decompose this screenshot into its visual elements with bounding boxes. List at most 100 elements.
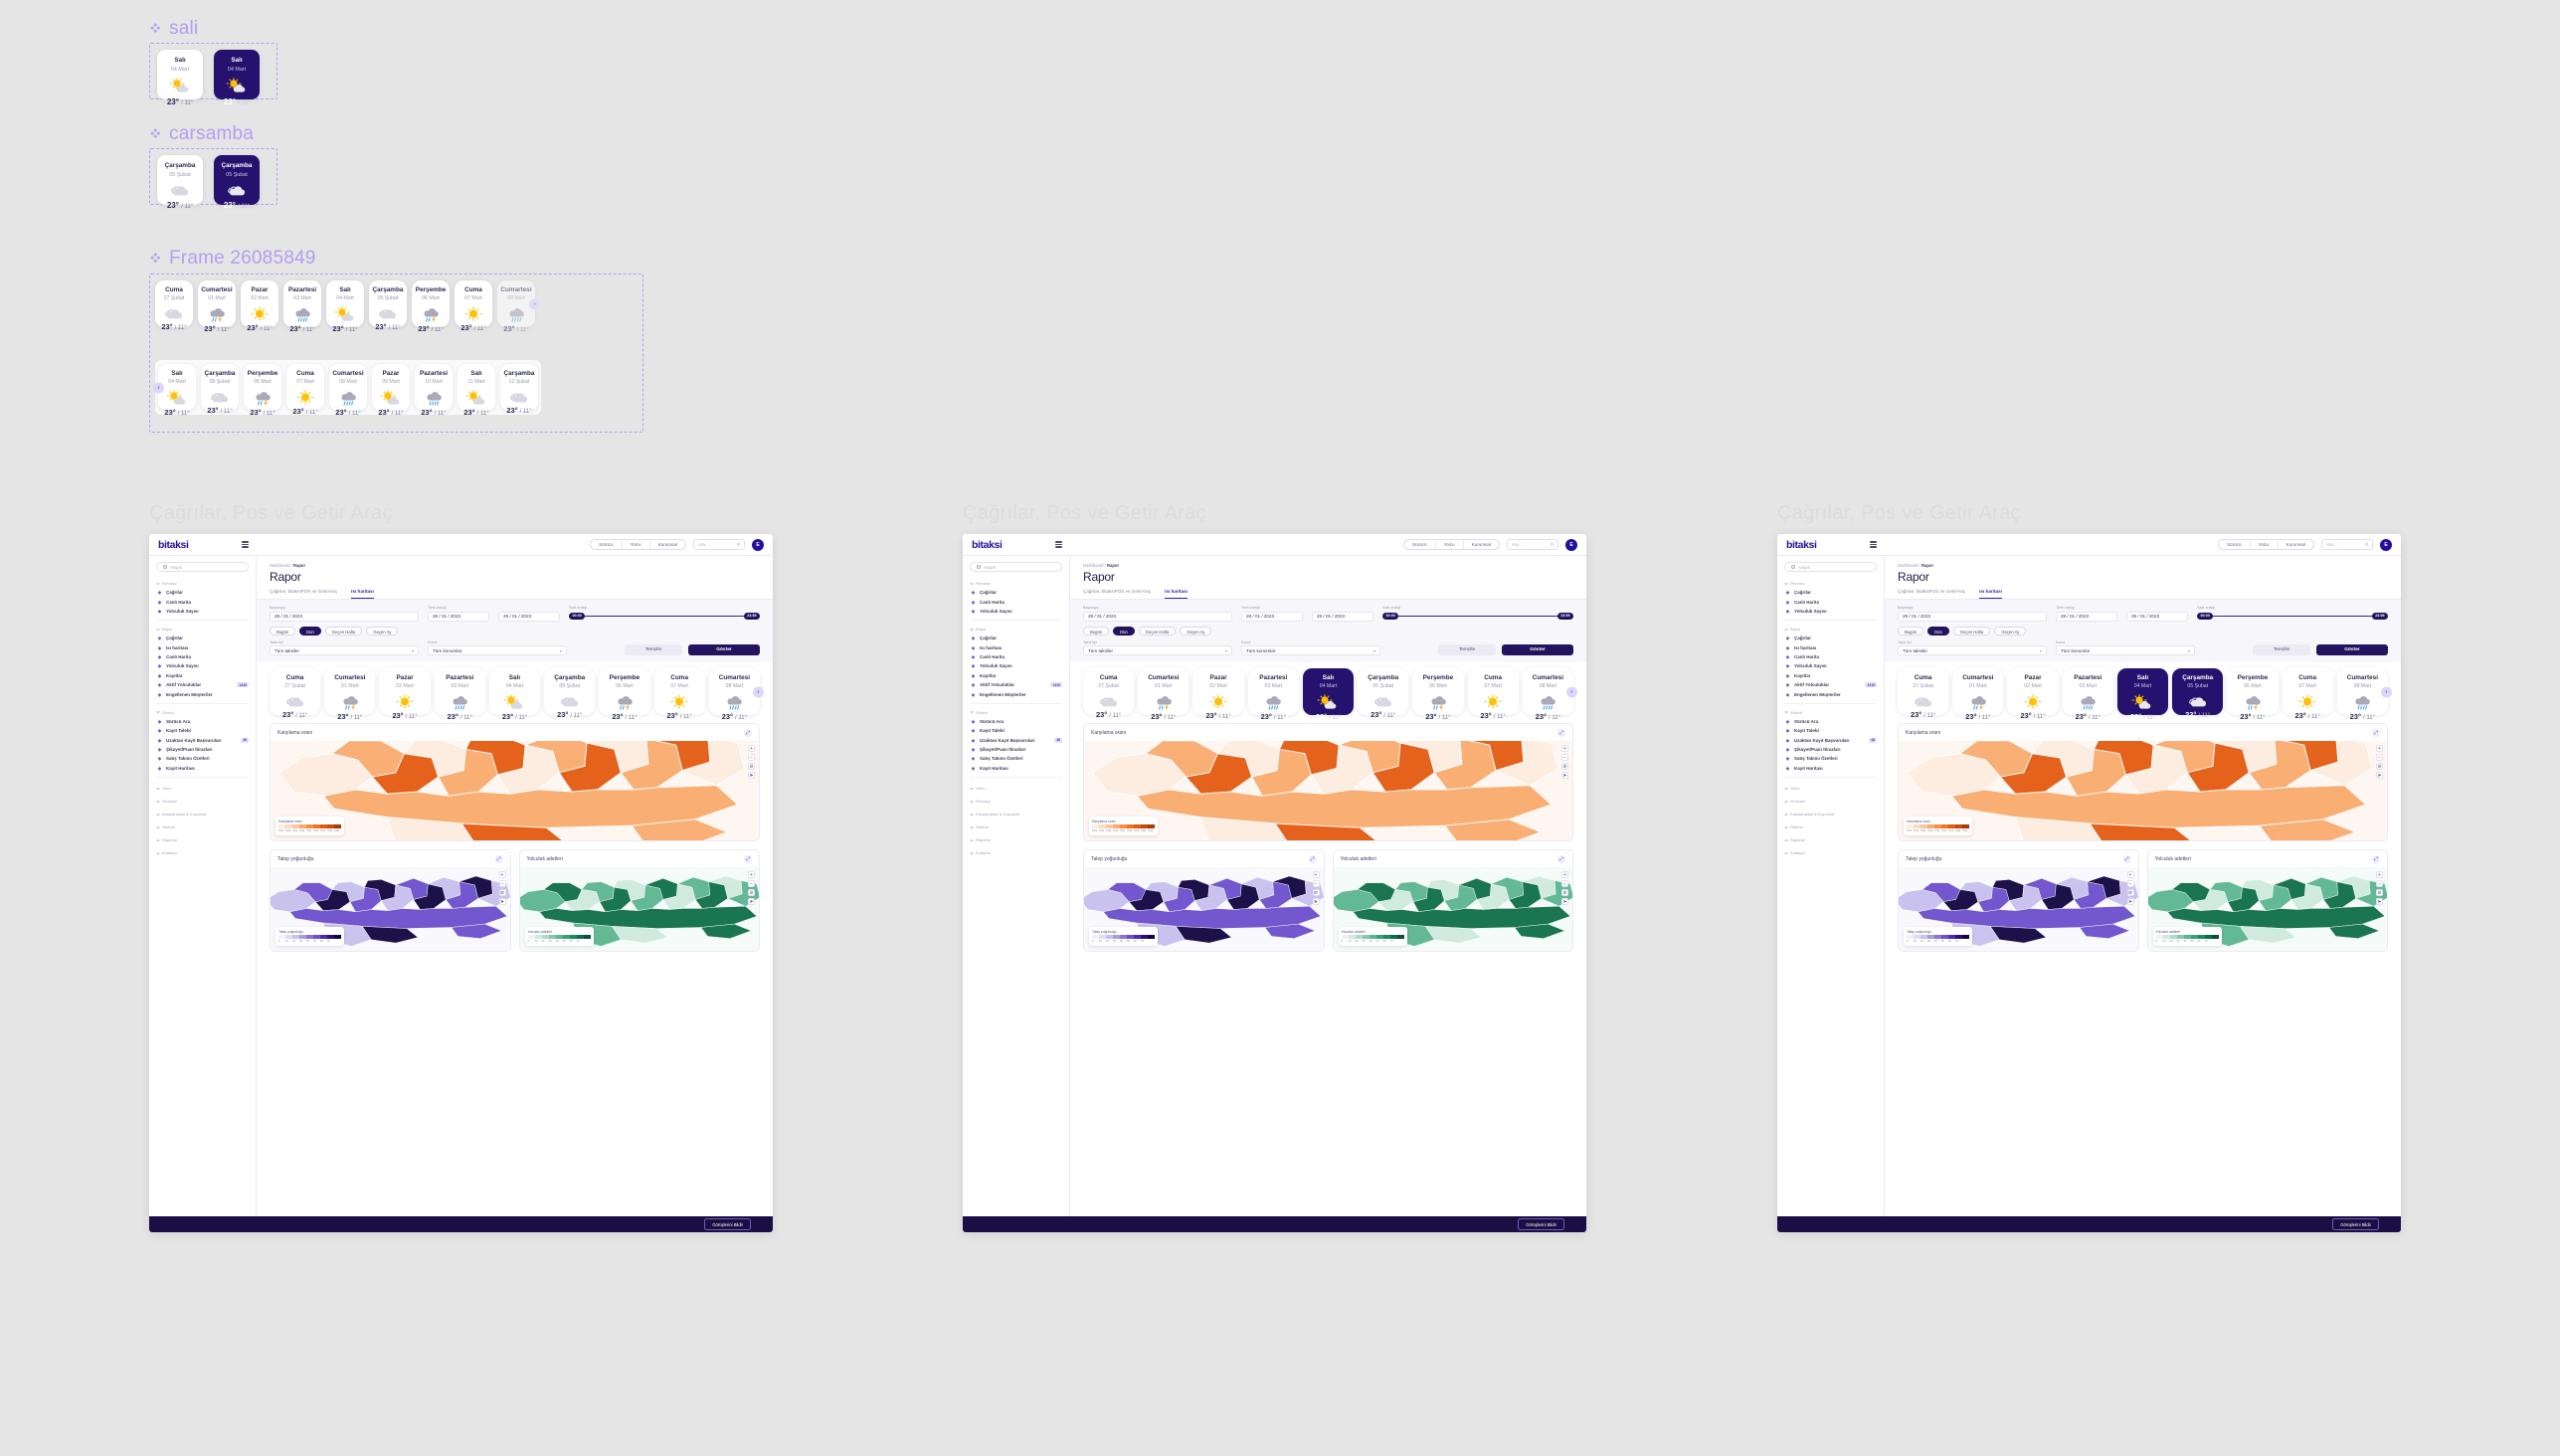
sidebar-group--deme[interactable]: Ödeme (963, 820, 1069, 833)
expand-icon[interactable]: ⤢ (1308, 855, 1317, 863)
sidebar-item--a-r-lar[interactable]: ◆ Çağrılar (1777, 634, 1884, 642)
zoom-in-button[interactable]: + (1561, 745, 1568, 752)
weather-card[interactable]: Salı 11 Mart 23° / 11° (457, 364, 495, 417)
zoom-out-button[interactable]: − (498, 880, 506, 887)
sidebar-group-0[interactable]: Firmanız (963, 579, 1069, 588)
weather-card[interactable]: Çarşamba 05 Şubat 23° / 11° (544, 668, 596, 719)
sidebar-group-0[interactable]: Firmanız (1777, 579, 1884, 588)
weather-card[interactable]: Cumartesi 01 Mart 23° / 11° (1138, 668, 1189, 721)
weather-card[interactable]: Perşembe 06 Mart 23° / 11° (412, 280, 450, 333)
time-range-slider[interactable]: 00:00 23:59 (2197, 612, 2388, 622)
sidebar-group-kampanyalar-duyurular[interactable]: Kampanyalar & Duyurular (149, 808, 256, 820)
weather-card[interactable]: Cuma 07 Mart 23° / 11° (455, 280, 492, 332)
region-select[interactable]: Tüm konumlar ▾ (1241, 645, 1380, 655)
map-talep[interactable]: + − ⊘ ➤ Talep yoğunluğu 0 10 20 30 40 50 60 70 (271, 867, 510, 951)
sidebar-search[interactable]: Arayın (156, 562, 249, 572)
sidebar-item--a-r-lar[interactable]: ◆ Çağrılar (963, 588, 1069, 597)
sidebar-item-canl-harita[interactable]: ◆ Canlı Harita (963, 652, 1069, 661)
end-date-input[interactable]: 28 / 01 / 2023 (1241, 611, 1303, 622)
locate-button[interactable]: ➤ (498, 898, 506, 905)
weather-card[interactable]: Perşembe 06 Mart 23° / 11° (244, 364, 281, 417)
weather-card[interactable]: Salı 04 Mart 23° / 11° (326, 280, 364, 333)
slider-handle-to[interactable]: 23:59 (2371, 613, 2388, 620)
zoom-out-button[interactable]: − (1561, 754, 1568, 761)
quick-range-chip[interactable]: Dün (1927, 626, 1949, 636)
zoom-in-button[interactable]: + (498, 871, 506, 878)
feedback-button[interactable]: Görüşlerini Bildir (704, 1218, 751, 1230)
sidebar-item-kay-t-haritas-[interactable]: ◆ Kayıt Haritası (963, 764, 1069, 773)
sidebar-item-uzaktan-kay-t-ba-vurular-[interactable]: ◆ Uzaktan Kayıt Başvuruları 48 (963, 736, 1069, 745)
sidebar-item-engellenen-m-teriler[interactable]: ◆ Engellenen Müşteriler (149, 689, 256, 698)
weather-card[interactable]: Salı 04 Mart 23° / 11° ‹ (153, 364, 196, 417)
sidebar-item-kay-t-talebi[interactable]: ◆ Kayıt Talebi (1777, 726, 1884, 735)
sidebar-group-kampanyalar-duyurular[interactable]: Kampanyalar & Duyurular (1777, 808, 1884, 820)
sidebar-item-yolculuk-say-s-[interactable]: ◆ Yolculuk Sayısı (963, 661, 1069, 670)
sidebar-search[interactable]: Arayın (1784, 562, 1877, 572)
sidebar-item-yolculuk-say-s-[interactable]: ◆ Yolculuk Sayısı (1777, 607, 1884, 616)
weather-card-selected[interactable]: Salı 04 Mart 23° / 11° (1302, 668, 1355, 721)
reset-button[interactable]: ⊘ (2376, 889, 2383, 896)
weather-card[interactable]: Pazar 02 Mart 23° / 11° (2007, 668, 2059, 720)
sidebar-item-sat-tak-m-zetleri[interactable]: ◆ Satış Takımı Özetleri (1777, 754, 1884, 763)
reset-button[interactable]: ⊘ (1561, 889, 1568, 896)
sidebar-group-kullan-c-[interactable]: Kullanıcı (963, 846, 1069, 859)
sidebar-item-canl-harita[interactable]: ◆ Canlı Harita (963, 597, 1069, 606)
sidebar-item-is-haritas-[interactable]: ◆ Isı haritası (963, 643, 1069, 652)
quick-range-chip[interactable]: Geçen Hafta (1138, 626, 1177, 636)
sidebar-item-kay-tlar[interactable]: ◆ Kayıtlar (963, 671, 1069, 680)
global-search-input[interactable]: Ara... ⚲ (1507, 539, 1558, 550)
weather-card[interactable]: Cumartesi 08 Mart 23° / 11° (329, 364, 367, 417)
zoom-in-button[interactable]: + (1561, 871, 1568, 878)
sidebar-item-s-r-c-ara[interactable]: ◆ Sürücü Ara (1777, 717, 1884, 726)
sidebar-item-sat-tak-m-zetleri[interactable]: ◆ Satış Takımı Özetleri (149, 754, 256, 763)
taxi-type-select[interactable]: Tüm taksiler ▾ (1898, 645, 2047, 655)
sidebar-item--a-r-lar[interactable]: ◆ Çağrılar (1777, 588, 1884, 597)
weather-card[interactable]: Çarşamba 05 Şubat 23° / 11° (1358, 668, 1409, 719)
weather-card[interactable]: Cuma 07 Mart 23° / 11° (1467, 668, 1519, 720)
end-date-input[interactable]: 28 / 01 / 2023 (428, 611, 489, 622)
sidebar-item-kay-t-talebi[interactable]: ◆ Kayıt Talebi (963, 726, 1069, 735)
map-yolculuk[interactable]: + − ⊘ ➤ Yolculuk adetleri 0 10 20 30 40 50 60 70 (519, 867, 759, 951)
sidebar-group--deme[interactable]: Ödeme (1777, 820, 1884, 833)
quick-range-chip[interactable]: Bugün (1898, 626, 1924, 636)
sidebar-group-finansal[interactable]: Finansal (1777, 795, 1884, 808)
zoom-in-button[interactable]: + (748, 745, 755, 752)
clear-button[interactable]: Temizle (1438, 644, 1496, 655)
sidebar-group-finansal[interactable]: Finansal (963, 795, 1069, 808)
segment-tab[interactable]: Sürücü (591, 540, 623, 549)
sidebar-group-yolcu[interactable]: Yolcu (1777, 782, 1884, 795)
weather-card[interactable]: Çarşamba 05 Şubat 23° / 11° (201, 364, 239, 415)
sidebar-group-kullan-c-[interactable]: Kullanıcı (149, 846, 256, 859)
weather-card[interactable]: Perşembe 06 Mart 23° / 11° (2227, 668, 2279, 721)
weather-card[interactable]: Cumartesi 08 Mart 23° / 11° › (497, 280, 540, 333)
map-karsilama[interactable]: + − ⊘ ➤ Karşılama oranı %10 %20 %30 %40 %50 %60 %70… (1899, 741, 2387, 840)
zoom-in-button[interactable]: + (2376, 745, 2383, 752)
taxi-type-select[interactable]: Tüm taksiler ▾ (1083, 645, 1232, 655)
sidebar-group-2[interactable]: Sürücü (1777, 708, 1884, 717)
segment-tab[interactable]: Yolcu (2251, 540, 2279, 549)
sidebar-item--ikayet-puan-i-tirazlar-[interactable]: ◆ Şikayet/Puan İtirazları (149, 745, 256, 754)
slider-handle-from[interactable]: 00:00 (1382, 613, 1399, 620)
weather-card[interactable]: Pazar 02 Mart 23° / 11° (379, 668, 431, 720)
zoom-out-button[interactable]: − (2376, 880, 2383, 887)
sidebar-item-s-r-c-ara[interactable]: ◆ Sürücü Ara (149, 717, 256, 726)
sidebar-group-raporlar[interactable]: Raporlar (963, 833, 1069, 846)
weather-card[interactable]: Cumartesi 01 Mart 23° / 11° (198, 280, 236, 333)
time-range-slider[interactable]: 00:00 23:59 (1382, 612, 1573, 622)
weather-card-selected[interactable]: Salı 04 Mart 23° / 11° (2116, 668, 2169, 721)
weather-card[interactable]: Cuma 27 Şubat 23° / 11° (155, 280, 193, 331)
sidebar-item-kay-tlar[interactable]: ◆ Kayıtlar (1777, 671, 1884, 680)
expand-icon[interactable]: ⤢ (2122, 855, 2131, 863)
sidebar-group-1[interactable]: Rapor (963, 625, 1069, 634)
sidebar-group-kullan-c-[interactable]: Kullanıcı (1777, 846, 1884, 859)
apply-button[interactable]: Göster (1502, 644, 1573, 655)
menu-icon[interactable] (242, 541, 249, 548)
next-day-button[interactable]: › (529, 298, 540, 309)
weather-card[interactable]: Cuma 27 Şubat 23° / 11° (270, 668, 321, 719)
end-date-input-2[interactable]: 28 / 01 / 2023 (1312, 611, 1373, 622)
feedback-button[interactable]: Görüşlerini Bildir (1518, 1218, 1564, 1230)
sidebar-item-is-haritas-[interactable]: ◆ Isı haritası (149, 643, 256, 652)
expand-icon[interactable]: ⤢ (494, 855, 503, 863)
sidebar-item-uzaktan-kay-t-ba-vurular-[interactable]: ◆ Uzaktan Kayıt Başvuruları 48 (1777, 736, 1884, 745)
weather-card[interactable]: Pazar 02 Mart 23° / 11° (1192, 668, 1244, 720)
